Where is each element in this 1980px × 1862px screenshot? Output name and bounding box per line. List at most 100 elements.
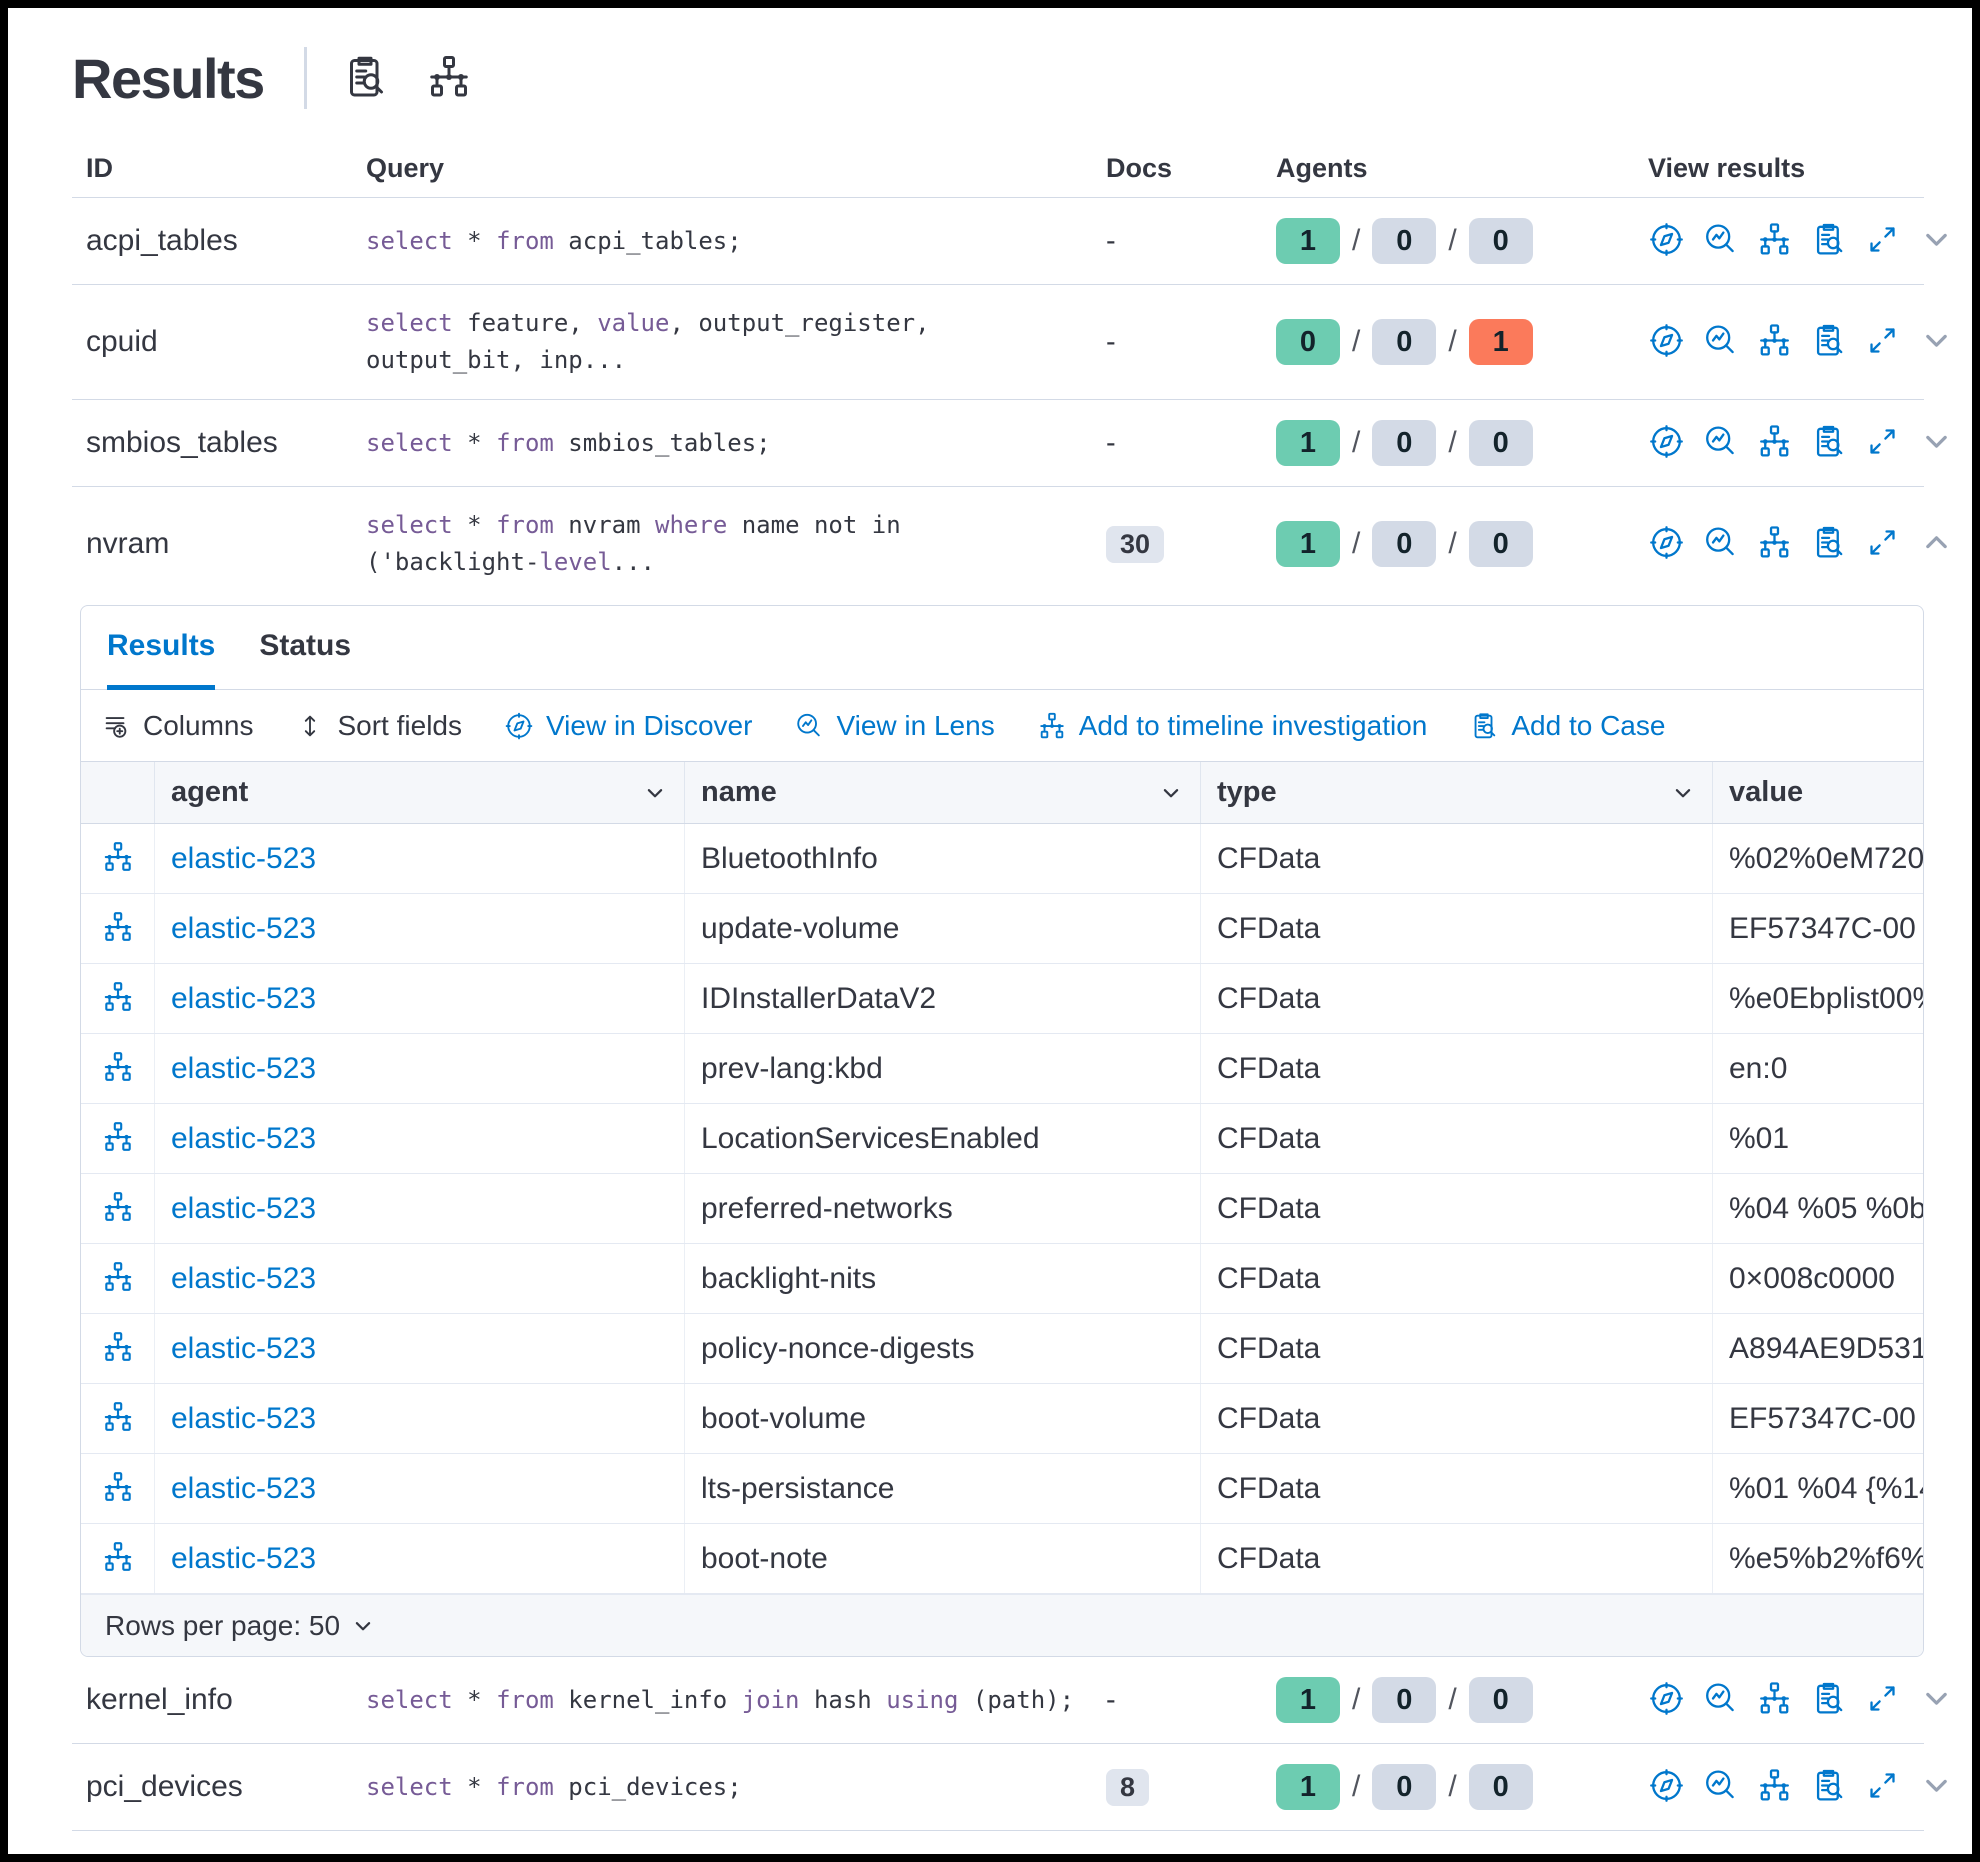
query-sql: select * from acpi_tables; — [352, 203, 1092, 280]
grid-col-header-type[interactable]: type — [1201, 762, 1713, 823]
toolbar-sort-fields-button[interactable]: Sort fields — [295, 710, 462, 742]
view-in-lens-icon-button[interactable] — [1702, 1767, 1739, 1807]
expand-icon-button[interactable] — [1864, 423, 1901, 463]
sql-keyword: select — [366, 309, 453, 337]
view-in-discover-icon-button[interactable] — [1648, 221, 1685, 261]
add-row-to-timeline-button[interactable] — [101, 1190, 135, 1227]
add-row-to-timeline-button[interactable] — [101, 840, 135, 877]
add-row-to-timeline-button[interactable] — [101, 1050, 135, 1087]
add-to-timeline-icon — [101, 840, 135, 874]
add-row-to-timeline-button[interactable] — [101, 1540, 135, 1577]
toolbar-label: View in Discover — [545, 709, 753, 741]
view-in-discover-icon-button[interactable] — [1648, 1767, 1685, 1807]
view-in-lens-icon-button[interactable] — [1702, 221, 1739, 261]
cell-type: CFData — [1201, 1524, 1713, 1593]
toolbar-add-to-timeline-investigation-button[interactable]: Add to timeline investigation — [1037, 710, 1427, 742]
cell-name: lts-persistance — [685, 1454, 1201, 1523]
grid-col-header-name[interactable]: name — [685, 762, 1201, 823]
grid-col-header-agent[interactable]: agent — [155, 762, 685, 823]
view-in-lens-icon-button[interactable] — [1702, 524, 1739, 564]
add-to-case-icon-button[interactable] — [1810, 524, 1847, 564]
row-timeline-cell — [81, 1244, 155, 1313]
agent-link[interactable]: elastic-523 — [171, 911, 317, 945]
add-to-timeline-icon-button[interactable] — [1756, 423, 1793, 463]
agent-link[interactable]: elastic-523 — [171, 981, 317, 1015]
chevron-down-icon[interactable] — [350, 1613, 376, 1639]
add-row-to-timeline-button[interactable] — [101, 1330, 135, 1367]
tab-results[interactable]: Results — [107, 606, 216, 690]
expand-icon-button[interactable] — [1864, 322, 1901, 362]
toolbar-columns-button[interactable]: Columns — [101, 710, 253, 742]
agent-link[interactable]: elastic-523 — [171, 1261, 317, 1295]
toolbar-view-in-discover-button[interactable]: View in Discover — [504, 710, 752, 742]
packs-icon-button[interactable] — [425, 53, 473, 104]
toggle-expand-button[interactable] — [1918, 524, 1955, 564]
add-to-case-icon-button[interactable] — [1810, 1680, 1847, 1720]
view-results-cell — [1592, 1747, 1947, 1827]
add-to-timeline-icon-button[interactable] — [1756, 1680, 1793, 1720]
toolbar-add-to-case-button[interactable]: Add to Case — [1469, 710, 1665, 742]
add-to-timeline-icon-button[interactable] — [1756, 524, 1793, 564]
add-row-to-timeline-button[interactable] — [101, 910, 135, 947]
agent-link[interactable]: elastic-523 — [171, 1331, 317, 1365]
add-row-to-timeline-button[interactable] — [101, 980, 135, 1017]
tab-status[interactable]: Status — [259, 628, 352, 662]
add-row-to-timeline-button[interactable] — [101, 1260, 135, 1297]
add-row-to-timeline-button[interactable] — [101, 1400, 135, 1437]
view-in-lens-icon-button[interactable] — [1702, 423, 1739, 463]
view-in-lens-icon-button[interactable] — [1702, 322, 1739, 362]
chevron-down-icon[interactable] — [642, 780, 668, 806]
agents-neutral-badge: 0 — [1372, 1764, 1437, 1810]
toggle-expand-button[interactable] — [1918, 322, 1955, 362]
add-to-timeline-icon-button[interactable] — [1756, 322, 1793, 362]
add-to-timeline-icon-button[interactable] — [1756, 1767, 1793, 1807]
sql-keyword: where — [655, 511, 728, 539]
add-to-case-icon-button[interactable] — [1810, 423, 1847, 463]
cell-name: preferred-networks — [685, 1174, 1201, 1243]
agent-link[interactable]: elastic-523 — [171, 841, 317, 875]
add-to-case-icon-button[interactable] — [1810, 322, 1847, 362]
sql-text: , output_register, — [669, 309, 930, 337]
live-query-details-icon-button[interactable] — [341, 53, 389, 104]
add-to-case-icon-button[interactable] — [1810, 1767, 1847, 1807]
view-in-discover-icon-button[interactable] — [1648, 524, 1685, 564]
add-to-timeline-icon-button[interactable] — [1756, 221, 1793, 261]
cell-type: CFData — [1201, 824, 1713, 893]
expand-icon-button[interactable] — [1864, 1767, 1901, 1807]
view-in-discover-icon-button[interactable] — [1648, 322, 1685, 362]
sql-text: * — [452, 428, 497, 457]
add-row-to-timeline-button[interactable] — [101, 1120, 135, 1157]
query-rows-top: acpi_tables select * from acpi_tables; -1/… — [72, 198, 1947, 601]
docs-cell: 30 — [1092, 506, 1262, 583]
cell-agent: elastic-523 — [155, 1174, 685, 1243]
agent-link[interactable]: elastic-523 — [171, 1051, 317, 1085]
agent-link[interactable]: elastic-523 — [171, 1471, 317, 1505]
rows-per-page-label[interactable]: Rows per page: 50 — [105, 1609, 341, 1641]
toggle-expand-button[interactable] — [1918, 423, 1955, 463]
expand-icon-button[interactable] — [1864, 524, 1901, 564]
chevron-down-icon[interactable] — [1670, 780, 1696, 806]
agent-link[interactable]: elastic-523 — [171, 1191, 317, 1225]
view-results-cell — [1592, 403, 1947, 483]
view-in-discover-icon — [1648, 322, 1685, 359]
expand-icon-button[interactable] — [1864, 221, 1901, 261]
expand-icon-button[interactable] — [1864, 1680, 1901, 1720]
agent-link[interactable]: elastic-523 — [171, 1541, 317, 1575]
view-in-discover-icon-button[interactable] — [1648, 423, 1685, 463]
sql-text: * — [452, 226, 497, 255]
toolbar-view-in-lens-button[interactable]: View in Lens — [794, 710, 995, 742]
sql-text: smbios_tables; — [553, 428, 771, 457]
agents-success-badge: 1 — [1276, 1764, 1340, 1810]
agent-link[interactable]: elastic-523 — [171, 1401, 317, 1435]
query-row: nvram select * from nvram where name not … — [72, 487, 1947, 601]
toggle-expand-button[interactable] — [1918, 1767, 1955, 1807]
toggle-expand-button[interactable] — [1918, 221, 1955, 261]
chevron-down-icon[interactable] — [1158, 780, 1184, 806]
add-to-case-icon-button[interactable] — [1810, 221, 1847, 261]
toggle-expand-button[interactable] — [1918, 1680, 1955, 1720]
agent-link[interactable]: elastic-523 — [171, 1121, 317, 1155]
add-row-to-timeline-button[interactable] — [101, 1470, 135, 1507]
view-in-lens-icon — [1702, 322, 1739, 359]
view-in-lens-icon-button[interactable] — [1702, 1680, 1739, 1720]
view-in-discover-icon-button[interactable] — [1648, 1680, 1685, 1720]
